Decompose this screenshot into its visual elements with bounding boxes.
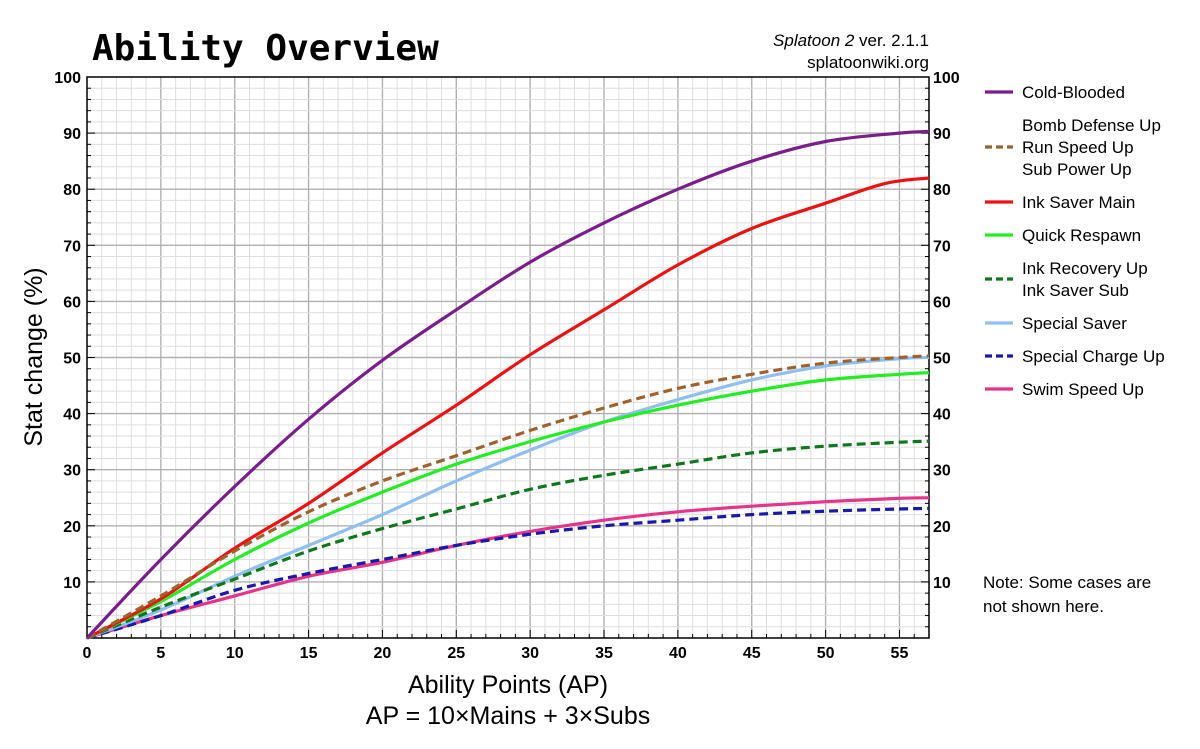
legend-label: Ink Saver Main — [1022, 193, 1135, 212]
y-tick-label-left: 90 — [63, 126, 81, 143]
note-line-1: Note: Some cases are — [983, 573, 1151, 592]
x-tick-label: 25 — [447, 645, 465, 662]
series-line-ink-recovery-up — [86, 439, 930, 640]
y-tick-label-left: 10 — [63, 575, 81, 592]
series-line-special-charge-up — [86, 506, 930, 640]
legend-label: Swim Speed Up — [1022, 380, 1144, 399]
x-tick-label: 55 — [891, 645, 909, 662]
x-tick-label: 50 — [817, 645, 835, 662]
y-tick-label-right: 20 — [933, 519, 951, 536]
y-tick-label-right: 40 — [933, 407, 951, 424]
y-tick-label-left: 40 — [63, 407, 81, 424]
legend-label: Ink Saver Sub — [1022, 281, 1129, 300]
legend-label: Quick Respawn — [1022, 226, 1141, 245]
y-tick-label-left: 30 — [63, 463, 81, 480]
y-tick-label-right: 10 — [933, 575, 951, 592]
x-tick-label: 0 — [83, 645, 92, 662]
y-tick-label-right: 70 — [933, 238, 951, 255]
series-line-bomb-defense-up — [86, 354, 930, 640]
legend-label: Special Saver — [1022, 314, 1127, 333]
credit-version: Splatoon 2 ver. 2.1.1 — [773, 31, 929, 50]
credit-game: Splatoon 2 — [773, 31, 855, 50]
credit-site: splatoonwiki.org — [807, 53, 929, 72]
credit-version-number: ver. 2.1.1 — [854, 31, 929, 50]
x-axis-label: Ability Points (AP) — [408, 671, 608, 699]
series-lines — [85, 129, 930, 640]
x-tick-label: 30 — [521, 645, 539, 662]
legend-label: Bomb Defense Up — [1022, 116, 1161, 135]
y-tick-label-right: 80 — [933, 182, 951, 199]
y-tick-label-left: 60 — [63, 294, 81, 311]
legend-label: Sub Power Up — [1022, 160, 1132, 179]
legend-label: Special Charge Up — [1022, 347, 1165, 366]
x-axis-sublabel: AP = 10×Mains + 3×Subs — [366, 702, 650, 730]
y-tick-label-left: 70 — [63, 238, 81, 255]
legend: Cold-Blooded Bomb Defense Up Run Speed Up S… — [985, 83, 1165, 399]
series-line-cold-blooded — [85, 129, 930, 640]
y-tick-label-right: 30 — [933, 463, 951, 480]
x-tick-label: 45 — [743, 645, 761, 662]
x-tick-label: 35 — [595, 645, 613, 662]
series-line-swim-speed-up — [86, 496, 930, 640]
y-tick-label-right: 60 — [933, 294, 951, 311]
x-tick-label: 5 — [156, 645, 165, 662]
x-tick-label: 10 — [226, 645, 244, 662]
grid — [87, 77, 929, 638]
x-tick-label: 15 — [300, 645, 318, 662]
y-axis-label: Stat change (%) — [20, 267, 48, 446]
series-line-special-saver — [86, 355, 930, 640]
y-tick-label-right: 90 — [933, 126, 951, 143]
series-line-quick-respawn — [86, 371, 930, 640]
x-tick-label: 40 — [669, 645, 687, 662]
y-tick-label-right: 100 — [933, 70, 960, 87]
y-tick-label-left: 80 — [63, 182, 81, 199]
legend-label: Cold-Blooded — [1022, 83, 1125, 102]
y-tick-label-left: 50 — [63, 351, 81, 368]
series-line-ink-saver-main — [86, 176, 930, 640]
x-tick-label: 20 — [374, 645, 392, 662]
note-line-2: not shown here. — [983, 597, 1104, 616]
legend-label: Ink Recovery Up — [1022, 259, 1148, 278]
y-tick-label-left: 20 — [63, 519, 81, 536]
y-tick-label-left: 100 — [54, 70, 81, 87]
legend-label: Run Speed Up — [1022, 138, 1134, 157]
axis-ticks: 0 5 10 15 20 25 30 35 40 45 50 55 10 20 30 40 50 60 70 80 90… — [54, 70, 960, 662]
chart-title: Ability Overview — [92, 28, 439, 69]
y-tick-label-right: 50 — [933, 351, 951, 368]
